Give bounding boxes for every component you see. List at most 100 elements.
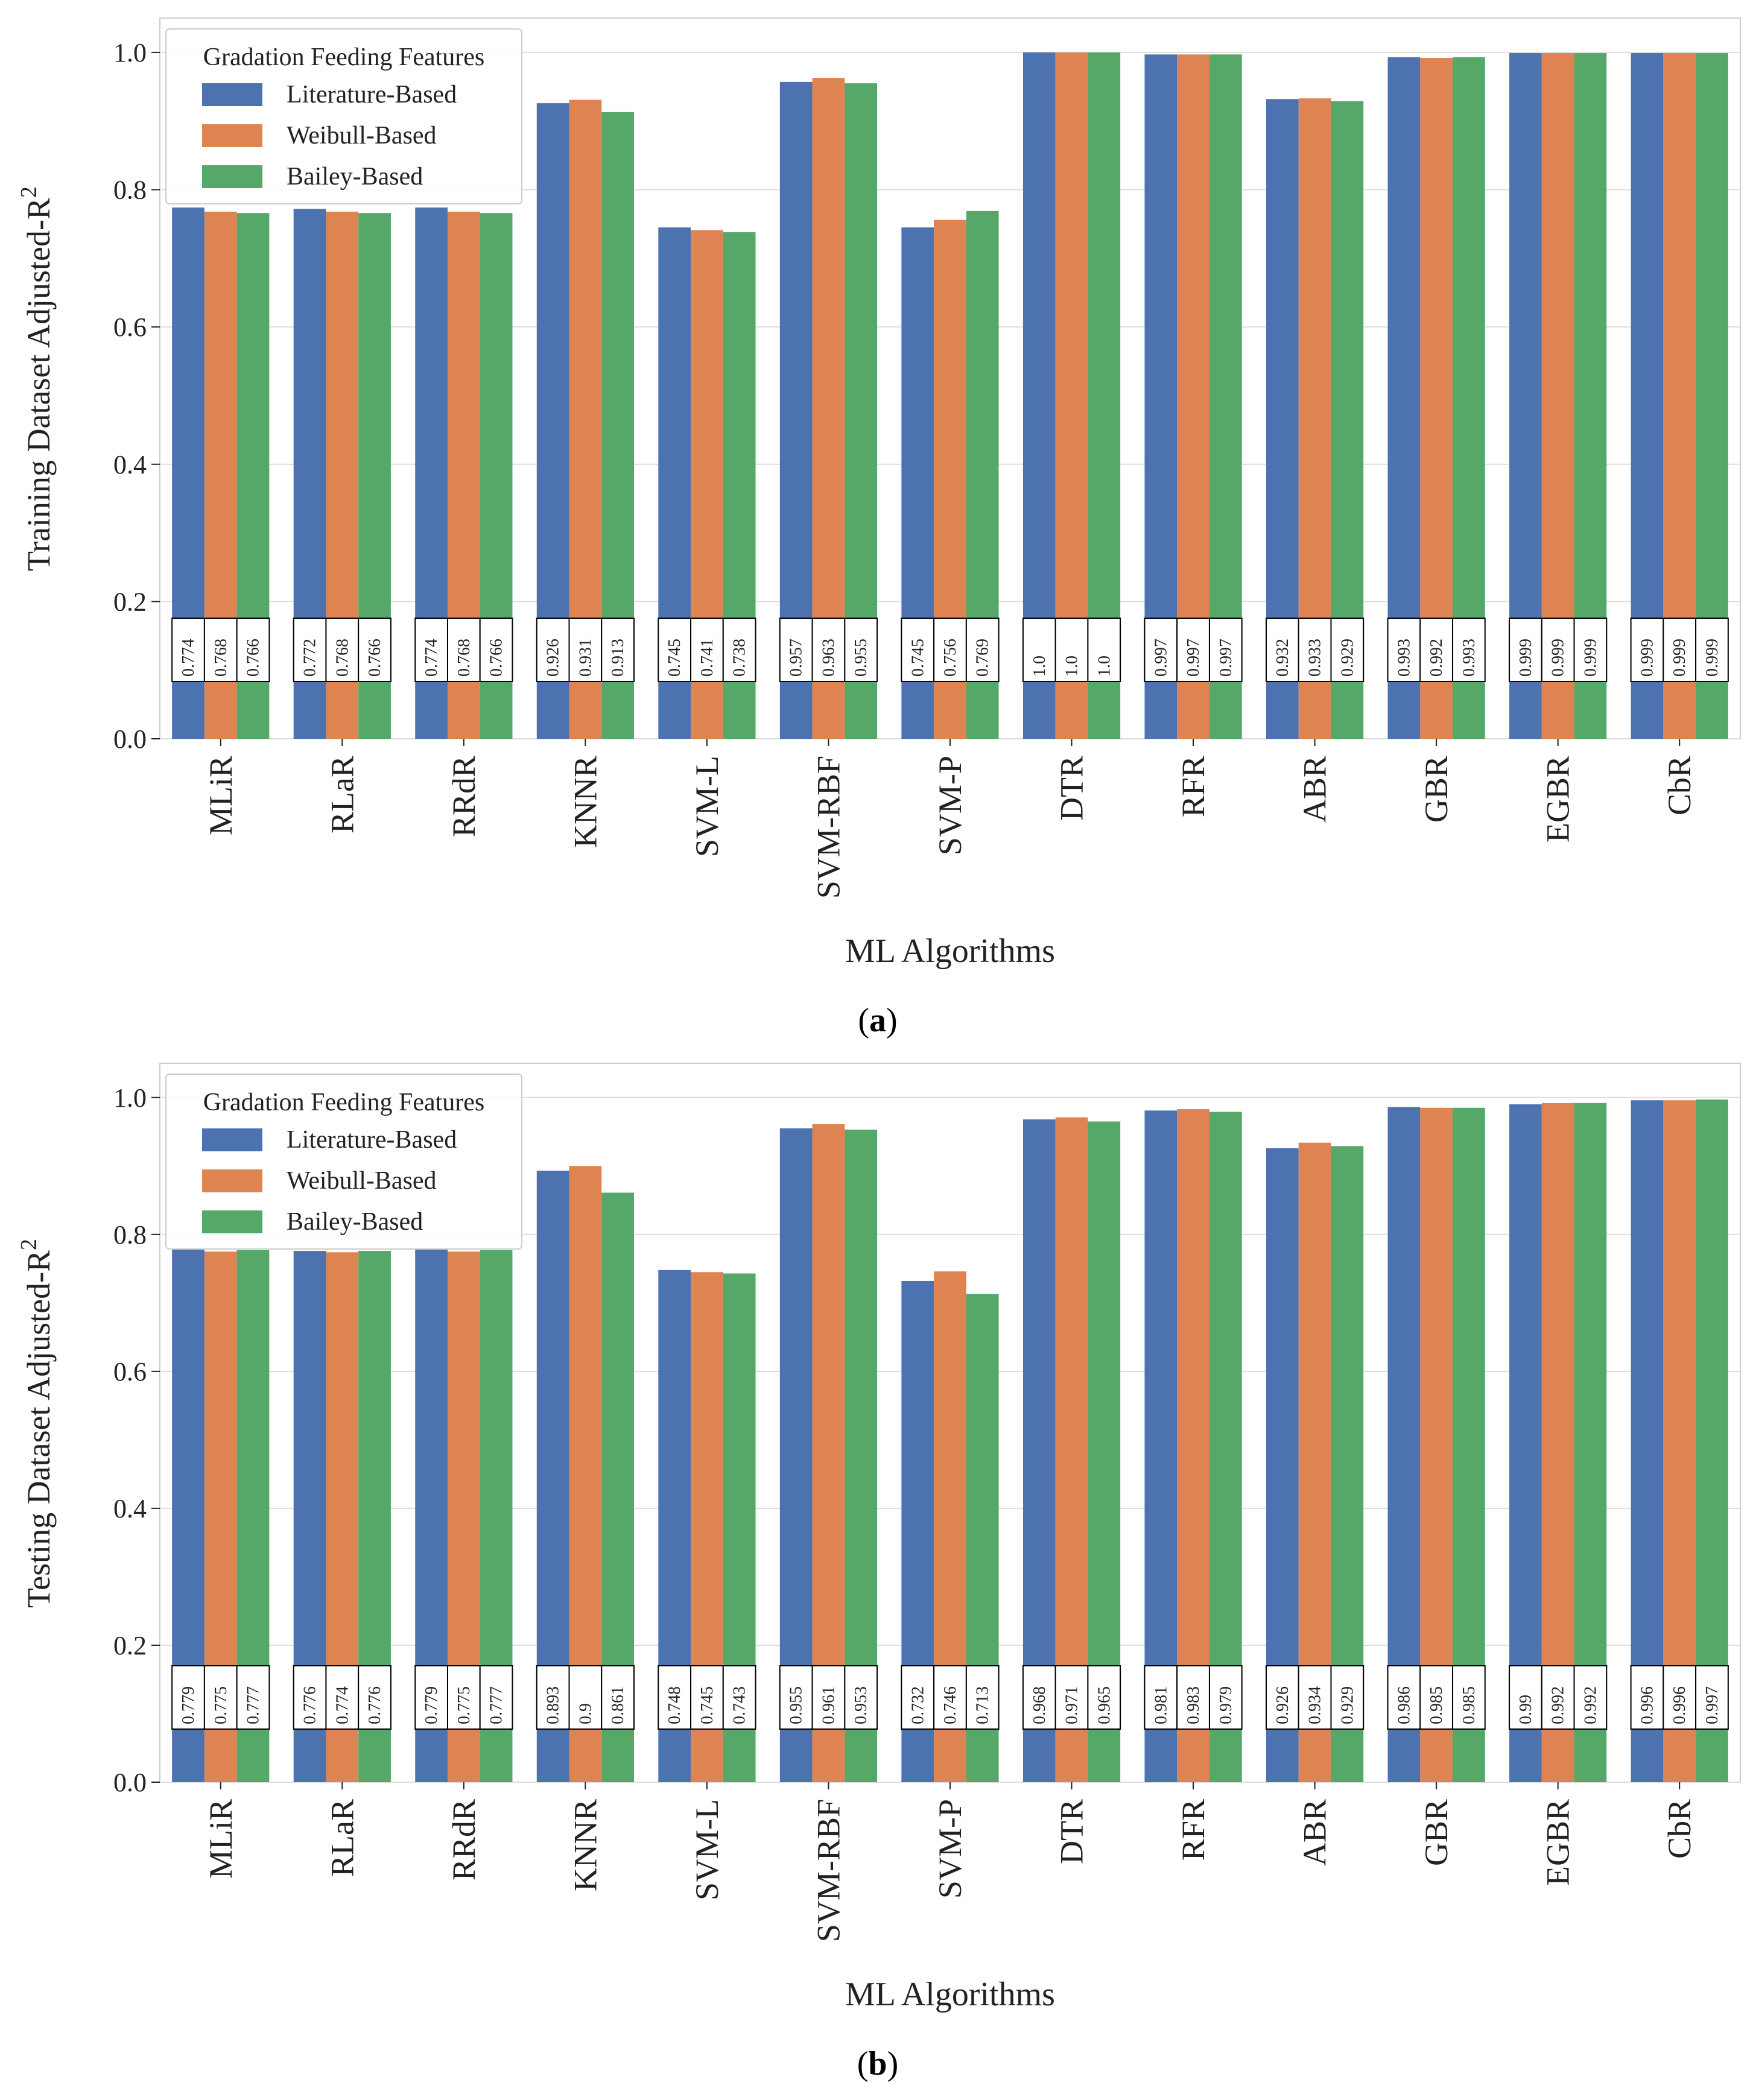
- x-tick-label: KNNR: [567, 756, 603, 848]
- data-label: 0.775: [212, 1686, 230, 1724]
- data-label: 1.0: [1063, 656, 1082, 677]
- data-label-box: [1419, 618, 1454, 682]
- data-label-box: [1509, 618, 1542, 682]
- x-tick-label: EGBR: [1540, 1799, 1576, 1886]
- data-label-box: [1452, 1665, 1486, 1730]
- x-tick-label: GBR: [1418, 756, 1454, 823]
- data-label-box: [1330, 618, 1365, 682]
- x-tick-label: SVM-P: [932, 756, 968, 855]
- panel-caption: (b): [857, 2045, 898, 2083]
- data-label-box: [414, 618, 448, 682]
- x-axis-label: ML Algorithms: [845, 1976, 1055, 2013]
- data-label: 0.996: [1670, 1686, 1689, 1724]
- data-label: 0.955: [852, 639, 870, 677]
- x-tick-label: RLaR: [324, 756, 360, 833]
- data-label-box: [658, 618, 692, 682]
- data-label-box: [1695, 618, 1729, 682]
- data-label: 0.776: [366, 1686, 384, 1724]
- y-tick-label: 0.4: [113, 450, 147, 479]
- data-label: 0.957: [787, 639, 806, 677]
- data-label-box: [236, 618, 270, 682]
- x-tick-label: SVM-L: [689, 756, 725, 857]
- y-tick-label: 0.8: [113, 176, 147, 205]
- data-label-box: [933, 618, 967, 682]
- data-label: 1.0: [1095, 656, 1114, 677]
- legend-entry: Weibull-Based: [287, 122, 437, 150]
- chart-panel-a: 0.0 0.2 0.4 0.6 0.8 1.0 0.774 0.772 0.774 0.926 0.…: [16, 17, 1741, 1039]
- data-label: 0.738: [731, 639, 749, 677]
- chart-panel-b: 0.0 0.2 0.4 0.6 0.8 1.0 0.779 0.776 0.779 0.893 0.…: [16, 1063, 1741, 2083]
- data-label: 0.999: [1517, 639, 1535, 677]
- data-label: 0.999: [1638, 639, 1656, 677]
- y-tick-label: 0.0: [113, 724, 147, 754]
- data-label: 0.926: [1273, 1686, 1292, 1724]
- data-label: 0.992: [1581, 1686, 1600, 1724]
- data-label: 0.999: [1581, 639, 1600, 677]
- data-label: 0.932: [1273, 639, 1292, 677]
- legend-swatch: [202, 1128, 262, 1151]
- data-label-box: [844, 1665, 878, 1730]
- data-label-box: [901, 1665, 935, 1730]
- data-label-box: [1087, 1665, 1121, 1730]
- data-label-box: [358, 618, 391, 682]
- x-tick-label: CbR: [1661, 756, 1697, 815]
- x-tick-label: SVM-P: [932, 1799, 968, 1899]
- data-label: 0.993: [1395, 639, 1413, 677]
- data-label: 0.979: [1217, 1686, 1235, 1724]
- legend-entry: Bailey-Based: [287, 163, 423, 191]
- data-label: 0.933: [1306, 639, 1325, 677]
- y-tick-label: 0.0: [113, 1768, 147, 1797]
- data-label-box: [236, 1665, 270, 1730]
- y-tick-label: 0.2: [113, 587, 147, 616]
- data-label: 0.746: [941, 1686, 960, 1724]
- legend-entry: Literature-Based: [287, 81, 457, 109]
- data-label-box: [1573, 1665, 1608, 1730]
- y-axis-label: Training Dataset Adjusted-R2: [16, 186, 57, 571]
- data-label-box: [414, 1665, 448, 1730]
- data-label-box: [568, 618, 603, 682]
- data-label: 0.985: [1460, 1686, 1479, 1724]
- data-label-box: [1573, 618, 1608, 682]
- legend: Gradation Feeding Features Literature-Bas…: [165, 28, 522, 204]
- x-tick-label: EGBR: [1540, 756, 1576, 843]
- x-tick-label: ABR: [1297, 756, 1333, 823]
- data-label-box: [358, 1665, 391, 1730]
- y-tick-label: 0.6: [113, 312, 147, 342]
- data-label-box: [690, 618, 724, 682]
- data-label-box: [690, 1665, 724, 1730]
- data-label: 0.745: [665, 639, 684, 677]
- data-label-box: [1087, 618, 1121, 682]
- x-tick-label: SVM-L: [689, 1799, 725, 1900]
- data-label: 0.99: [1517, 1695, 1535, 1724]
- data-label: 0.993: [1460, 639, 1479, 677]
- legend-box: [165, 28, 522, 204]
- data-label-box: [1695, 1665, 1729, 1730]
- data-label: 0.743: [731, 1686, 749, 1724]
- data-label: 0.775: [455, 1686, 474, 1724]
- x-tick-label: MLiR: [203, 1799, 239, 1879]
- data-label: 0.9: [576, 1703, 595, 1724]
- data-label: 0.963: [819, 639, 838, 677]
- data-label: 0.931: [576, 639, 595, 677]
- x-tick-label: ABR: [1297, 1799, 1333, 1866]
- data-label: 0.997: [1184, 639, 1203, 677]
- data-label: 0.741: [698, 639, 717, 677]
- data-label: 0.748: [665, 1686, 684, 1724]
- data-label: 0.776: [301, 1686, 320, 1724]
- x-tick-label: RFR: [1175, 756, 1211, 817]
- data-label-box: [171, 618, 205, 682]
- data-label: 0.953: [852, 1686, 870, 1724]
- data-label: 0.999: [1549, 639, 1568, 677]
- data-label: 0.774: [179, 639, 198, 677]
- data-label-box: [1452, 618, 1486, 682]
- panel-caption: (a): [858, 1002, 897, 1039]
- y-tick-label: 0.6: [113, 1357, 147, 1387]
- data-label: 0.934: [1306, 1686, 1325, 1724]
- data-label-box: [536, 618, 570, 682]
- data-label: 0.768: [455, 639, 474, 677]
- data-label-box: [1022, 1665, 1056, 1730]
- legend-entry: Weibull-Based: [287, 1167, 437, 1195]
- y-axis-label: Testing Dataset Adjusted-R2: [16, 1239, 57, 1608]
- data-label-box: [1630, 618, 1664, 682]
- x-tick-label: GBR: [1418, 1799, 1454, 1866]
